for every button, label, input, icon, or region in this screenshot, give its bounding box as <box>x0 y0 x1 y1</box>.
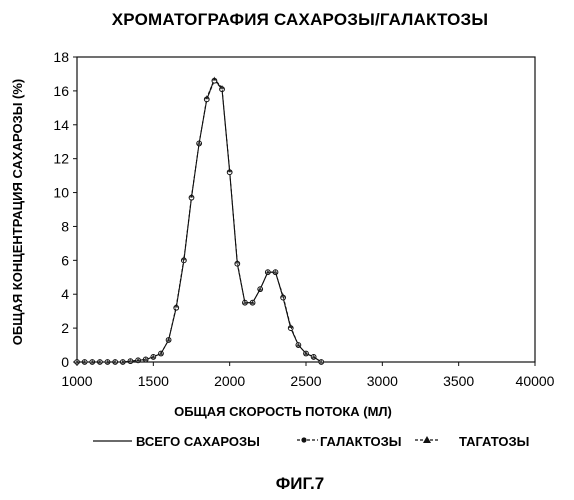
tagatose-point <box>235 259 240 264</box>
tagatose-point <box>242 300 248 305</box>
y-axis-label: ОБЩАЯ КОНЦЕНТРАЦИЯ САХАРОЗЫ (%) <box>10 79 25 346</box>
legend-total-label: ВСЕГО САХАРОЗЫ <box>136 434 260 449</box>
figure-caption: ФИГ.7 <box>276 474 324 493</box>
tagatose-point <box>97 359 103 364</box>
y-tick-label: 6 <box>61 252 69 268</box>
y-tick-label: 10 <box>53 185 69 201</box>
tagatose-point <box>89 359 95 364</box>
tagatose-point <box>303 351 309 356</box>
tagatose-point <box>280 293 286 298</box>
tagatose-point <box>105 359 110 364</box>
tagatose-point <box>273 269 278 274</box>
x-tick-label: 1500 <box>138 373 169 389</box>
y-tick-label: 0 <box>61 354 69 370</box>
x-tick-label: 1000 <box>61 373 92 389</box>
y-axis-ticks: 0 2 4 6 8 10 12 14 16 18 <box>53 49 77 370</box>
y-tick-label: 4 <box>61 286 69 302</box>
x-tick-label: 2500 <box>290 373 321 389</box>
x-tick-label: 40000 <box>516 373 555 389</box>
tagatose-point <box>265 269 271 274</box>
series-line-3 <box>77 78 322 363</box>
tagatose-point <box>158 351 164 356</box>
tagatose-point <box>112 359 118 364</box>
tagatose-point <box>151 354 156 359</box>
tagatose-point <box>128 358 133 363</box>
tagatose-point <box>82 359 87 364</box>
legend-tagatose-label: ТАГАТОЗЫ <box>459 434 529 449</box>
y-tick-label: 16 <box>53 83 69 99</box>
legend-galactose-label: ГАЛАКТОЗЫ <box>320 434 401 449</box>
tagatose-point <box>143 356 148 362</box>
tagatose-point <box>318 359 324 364</box>
y-tick-label: 8 <box>61 218 69 234</box>
tagatose-point <box>204 95 210 100</box>
tagatose-point <box>166 337 171 342</box>
x-axis-ticks: 1000 1500 2000 2500 3000 3500 40000 <box>61 362 555 389</box>
tagatose-point <box>257 286 263 291</box>
x-tick-label: 3000 <box>367 373 398 389</box>
tagatose-point <box>288 323 294 329</box>
y-tick-label: 12 <box>53 151 69 167</box>
plot-area <box>76 56 536 363</box>
tagatose-point <box>74 359 80 364</box>
y-tick-label: 14 <box>53 117 69 133</box>
series-line-2 <box>77 79 322 363</box>
tagatose-point <box>250 300 255 305</box>
legend-galactose-marker <box>301 437 307 443</box>
x-axis-label: ОБЩАЯ СКОРОСТЬ ПОТОКА (МЛ) <box>174 404 392 419</box>
plot-border <box>76 56 536 363</box>
tagatose-point <box>181 256 187 261</box>
x-tick-label: 3500 <box>443 373 474 389</box>
series-line-1 <box>77 77 322 363</box>
x-tick-label: 2000 <box>214 373 245 389</box>
tagatose-point <box>219 85 225 90</box>
tagatose-point <box>212 76 217 81</box>
tagatose-point <box>311 354 316 359</box>
tagatose-point <box>135 357 141 362</box>
tagatose-point <box>189 193 194 198</box>
chart-title: ХРОМАТОГРАФИЯ САХАРОЗЫ/ГАЛАКТОЗЫ <box>112 10 489 29</box>
tagatose-point <box>227 168 232 173</box>
y-tick-label: 18 <box>53 49 69 65</box>
series-layer <box>74 76 325 365</box>
tagatose-point <box>173 303 179 308</box>
y-tick-label: 2 <box>61 320 69 336</box>
legend-tagatose-marker <box>423 436 431 443</box>
legend: ВСЕГО САХАРОЗЫ ГАЛАКТОЗЫ ТАГАТОЗЫ <box>93 434 529 449</box>
tagatose-point <box>296 342 301 347</box>
tagatose-point <box>120 359 126 364</box>
tagatose-point <box>196 140 202 146</box>
